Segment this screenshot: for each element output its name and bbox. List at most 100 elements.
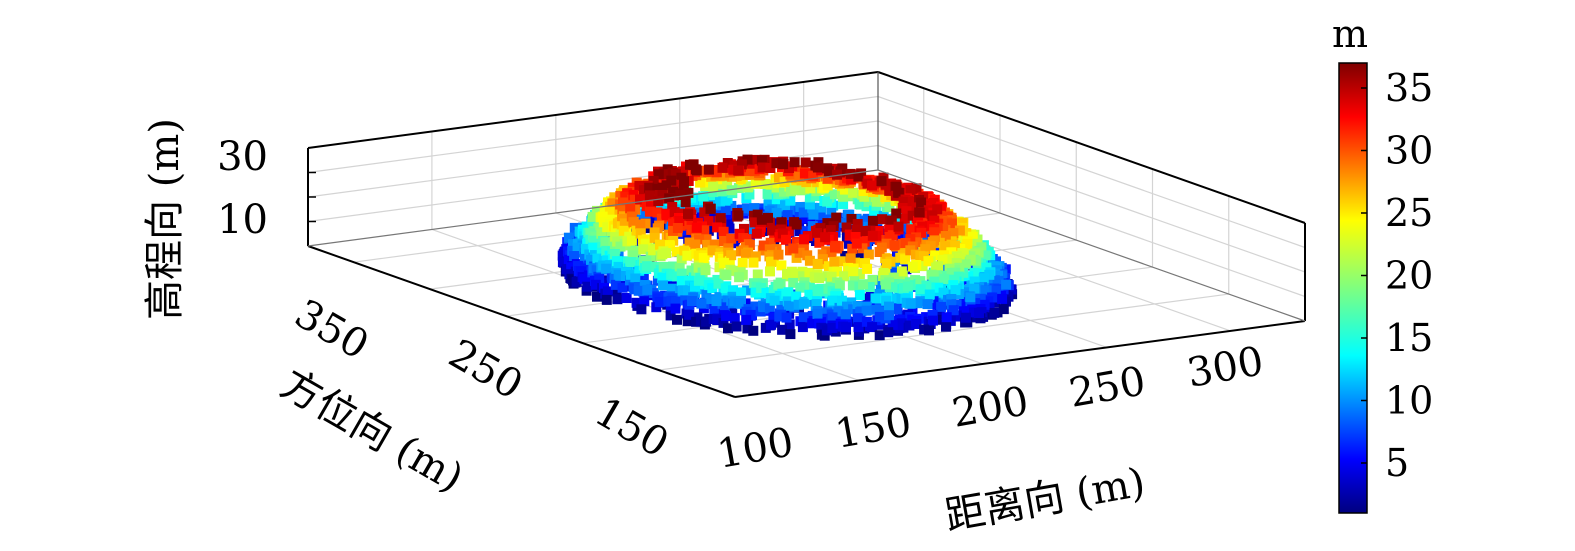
- point-marker: [693, 250, 704, 261]
- point-marker: [834, 280, 845, 291]
- point-marker: [722, 179, 733, 190]
- point-marker: [916, 227, 927, 238]
- point-marker: [831, 212, 842, 223]
- point-marker: [839, 271, 850, 282]
- point-marker: [967, 231, 978, 242]
- point-marker: [762, 188, 773, 199]
- point-marker: [670, 169, 681, 180]
- point-marker: [943, 254, 954, 265]
- point-marker: [905, 185, 916, 196]
- point-marker: [925, 241, 936, 252]
- wall-gridline: [877, 95, 1306, 249]
- point-marker: [641, 255, 652, 266]
- point-marker: [830, 189, 840, 200]
- point-marker: [795, 202, 806, 212]
- point-marker: [928, 270, 939, 281]
- point-marker: [835, 256, 846, 267]
- point-marker: [756, 283, 767, 293]
- point-marker: [896, 231, 907, 242]
- point-marker: [974, 263, 985, 274]
- point-marker: [687, 296, 697, 306]
- point-marker: [640, 218, 651, 229]
- point-marker: [814, 273, 825, 284]
- point-marker: [905, 245, 916, 256]
- axis-edge: [307, 245, 736, 398]
- point-marker: [646, 218, 657, 229]
- point-marker: [979, 285, 990, 296]
- point-marker: [825, 225, 836, 236]
- point-marker: [760, 322, 771, 333]
- point-marker: [721, 311, 732, 322]
- point-marker: [571, 276, 582, 287]
- point-marker: [836, 295, 847, 306]
- point-marker: [884, 224, 895, 235]
- point-marker: [707, 245, 718, 256]
- point-marker: [633, 285, 644, 296]
- point-marker: [781, 288, 792, 299]
- point-marker: [854, 290, 865, 301]
- point-marker: [874, 306, 885, 317]
- point-marker: [613, 261, 624, 272]
- point-marker: [950, 285, 961, 296]
- colorbar-tick-label: 25: [1385, 191, 1433, 235]
- point-marker: [665, 241, 675, 252]
- point-marker: [785, 329, 796, 340]
- point-marker: [807, 318, 818, 329]
- point-marker: [668, 261, 679, 272]
- point-marker: [708, 181, 719, 192]
- point-marker: [847, 243, 858, 254]
- point-marker: [884, 310, 895, 321]
- point-marker: [946, 247, 957, 258]
- point-marker: [771, 208, 782, 218]
- point-marker: [649, 232, 660, 243]
- point-marker: [887, 282, 898, 293]
- wall-gridline: [307, 95, 879, 174]
- point-marker: [938, 287, 949, 298]
- point-marker: [615, 241, 626, 252]
- point-marker: [867, 215, 878, 226]
- point-marker: [644, 182, 655, 193]
- point-marker: [667, 202, 678, 212]
- point-marker: [736, 287, 747, 298]
- point-marker: [621, 293, 632, 303]
- point-marker: [860, 226, 871, 236]
- point-marker: [948, 228, 959, 239]
- point-marker: [655, 239, 665, 250]
- colorbar-ticks: 5 10 15 20 25 30 35: [1361, 66, 1433, 485]
- point-marker: [703, 164, 714, 175]
- point-marker: [709, 304, 720, 314]
- point-marker: [850, 232, 861, 242]
- point-marker: [833, 306, 844, 317]
- point-marker: [864, 282, 875, 292]
- point-marker: [915, 276, 926, 287]
- point-marker: [799, 184, 810, 195]
- point-marker: [785, 195, 796, 206]
- point-marker: [774, 291, 785, 301]
- floor-gridline: [658, 293, 1229, 371]
- point-marker: [638, 273, 649, 283]
- point-marker: [680, 197, 691, 208]
- point-marker: [812, 292, 823, 303]
- point-marker: [671, 179, 682, 190]
- point-marker: [916, 197, 927, 208]
- point-marker: [698, 191, 709, 202]
- point-marker: [749, 217, 760, 228]
- point-marker: [703, 216, 714, 227]
- point-marker: [961, 228, 972, 239]
- point-marker: [676, 254, 687, 265]
- point-marker: [636, 304, 647, 315]
- point-marker: [846, 214, 857, 224]
- point-marker: [618, 225, 629, 236]
- point-marker: [765, 163, 776, 173]
- point-marker: [699, 207, 710, 218]
- colorbar-tick-label: 20: [1385, 254, 1433, 298]
- point-marker: [701, 316, 712, 327]
- point-marker: [929, 276, 940, 287]
- point-marker: [768, 312, 779, 323]
- point-marker: [737, 257, 748, 268]
- point-marker: [719, 170, 730, 181]
- point-marker: [804, 199, 815, 210]
- point-marker: [969, 276, 980, 287]
- point-marker: [852, 313, 863, 324]
- point-marker: [702, 239, 713, 250]
